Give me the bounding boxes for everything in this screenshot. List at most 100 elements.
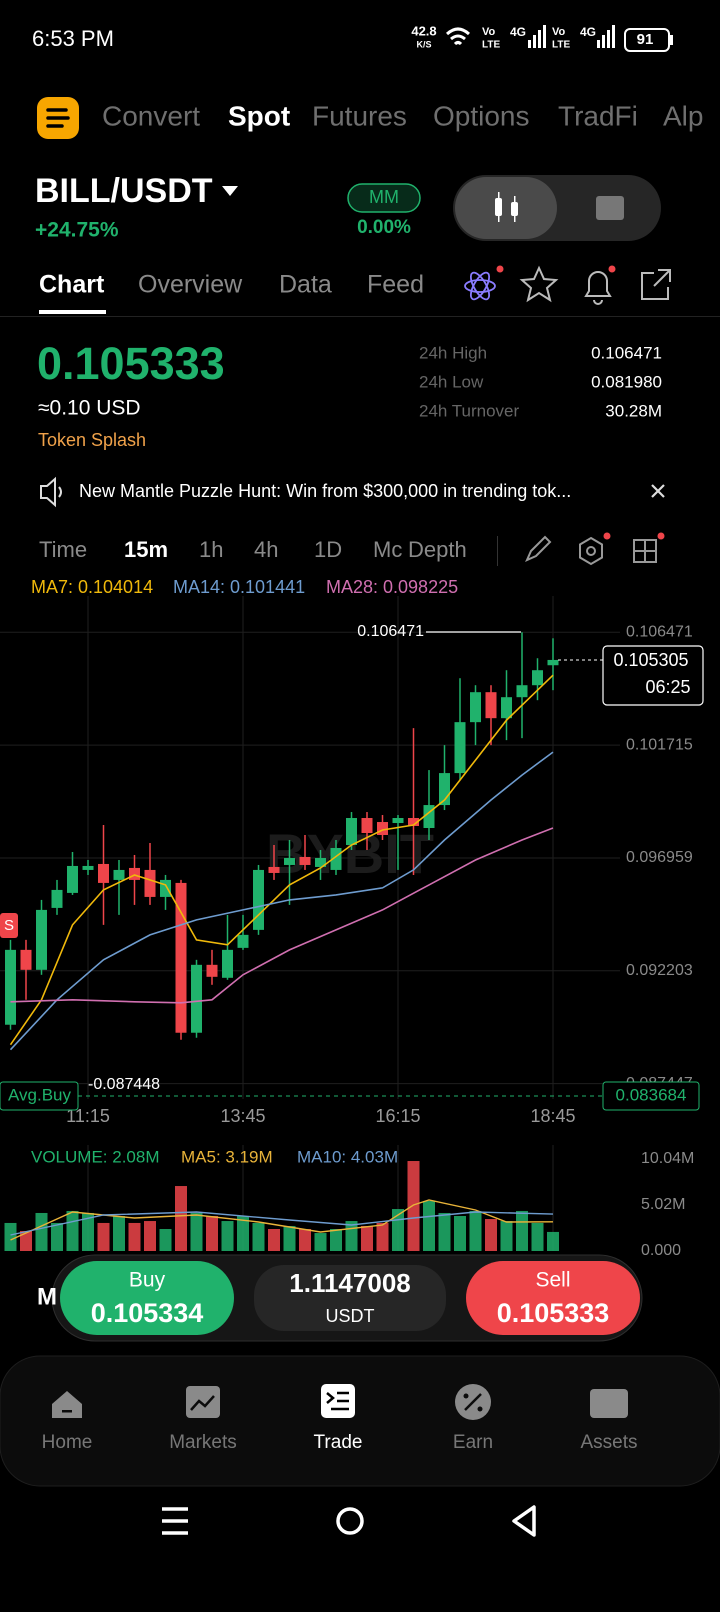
nav-label[interactable]: Home	[42, 1432, 93, 1453]
volume-bar	[423, 1200, 435, 1251]
candle-body	[454, 722, 466, 774]
interval[interactable]: 15m	[124, 537, 168, 562]
interval[interactable]: Time	[39, 537, 87, 562]
usd-price: ≈0.10 USD	[38, 397, 141, 420]
star-icon[interactable]	[519, 265, 559, 303]
y-tick-label: 0.096959	[626, 849, 693, 866]
volume-bar	[314, 1233, 327, 1251]
candle-body	[222, 949, 233, 978]
y-tick-label: 0.092203	[626, 962, 693, 979]
ma-line	[10, 827, 554, 1004]
tab-underline	[39, 310, 106, 314]
earn-icon-dot	[463, 1393, 469, 1399]
settings-hub	[586, 546, 596, 556]
candle-body	[82, 865, 94, 870]
candle-body	[237, 934, 249, 948]
sell-label[interactable]: Sell	[535, 1269, 570, 1292]
badge-value: 0.00%	[357, 217, 411, 238]
interval[interactable]: 1D	[314, 537, 342, 562]
sub-tab[interactable]: Feed	[367, 271, 424, 299]
volume-bar	[361, 1225, 373, 1251]
bottom-nav-panel	[0, 1355, 720, 1487]
badge-dot	[603, 532, 611, 540]
battery-frame	[624, 28, 670, 52]
markets-icon[interactable]	[186, 1386, 220, 1418]
speaker-icon	[40, 476, 62, 508]
layout-icon[interactable]	[633, 539, 657, 563]
back-button[interactable]	[512, 1505, 536, 1537]
badge-dot	[657, 532, 665, 540]
y-tick-label: 0.101715	[626, 736, 693, 753]
buy-price[interactable]: 0.105334	[91, 1298, 204, 1328]
sub-tab[interactable]: Chart	[39, 271, 105, 299]
interval[interactable]: Depth	[408, 537, 467, 562]
candle-body	[501, 697, 512, 719]
volume-bar	[144, 1221, 156, 1251]
buy-button[interactable]	[60, 1261, 234, 1335]
candle-body	[392, 818, 404, 824]
candle-body	[532, 670, 543, 686]
nav-label[interactable]: Trade	[314, 1432, 363, 1453]
dropdown-arrow[interactable]	[222, 186, 238, 196]
high-marker-label: 0.106471	[357, 623, 424, 640]
interval[interactable]: 4h	[254, 537, 278, 562]
candle-body	[547, 659, 559, 666]
home-button[interactable]	[336, 1507, 364, 1535]
interval[interactable]: Mc	[373, 537, 402, 562]
volume-bar	[82, 1212, 94, 1251]
bell-icon[interactable]	[584, 271, 612, 305]
top-tab[interactable]: Options	[433, 100, 530, 131]
home-icon-detail	[62, 1410, 72, 1413]
atom-icon[interactable]	[464, 270, 496, 302]
buy-label[interactable]: Buy	[129, 1269, 166, 1292]
top-tab[interactable]: Convert	[102, 100, 200, 131]
top-tab[interactable]: Futures	[312, 100, 407, 131]
sim-lte: LTE	[482, 40, 500, 51]
top-tab[interactable]: Alp	[663, 100, 703, 131]
interval[interactable]: 1h	[199, 537, 223, 562]
countdown-label: 06:25	[645, 677, 690, 697]
candle-body	[361, 818, 373, 834]
sub-tab[interactable]: Data	[279, 271, 332, 299]
candle-body	[36, 909, 47, 970]
close-icon[interactable]	[651, 484, 665, 498]
share-icon[interactable]	[641, 269, 671, 300]
candle-body	[423, 805, 435, 828]
settings-icon[interactable]	[579, 536, 603, 566]
volume-bar	[469, 1210, 482, 1251]
amount-box[interactable]	[254, 1265, 446, 1331]
nav-label[interactable]: Assets	[580, 1432, 637, 1453]
amount[interactable]: 1.1147008	[289, 1268, 410, 1298]
ma-legend: MA14: 0.101441	[173, 577, 305, 597]
sell-price[interactable]: 0.105333	[497, 1298, 610, 1328]
last-price-label: 0.105305	[613, 650, 688, 670]
menu-button[interactable]	[162, 1507, 188, 1535]
volume-bar	[206, 1215, 218, 1251]
x-tick-label: 13:45	[220, 1106, 265, 1126]
divider	[497, 536, 498, 566]
pair-symbol[interactable]: BILL/USDT	[35, 172, 213, 210]
nav-label[interactable]: Earn	[453, 1432, 493, 1453]
sell-button[interactable]	[466, 1261, 640, 1335]
candle-body	[315, 857, 326, 867]
top-tab[interactable]: Spot	[228, 100, 290, 131]
doc-icon	[596, 196, 624, 220]
toggle-active[interactable]	[455, 177, 557, 239]
ma-legend: MA7: 0.104014	[31, 577, 153, 597]
volume-bar	[190, 1212, 203, 1251]
candle-body	[253, 869, 264, 930]
volume-bar	[35, 1212, 48, 1251]
y-tick-label: 0.106471	[626, 623, 693, 640]
earn-icon-detail	[464, 1393, 482, 1411]
pencil-icon[interactable]	[525, 535, 552, 562]
nav-label[interactable]: Markets	[169, 1432, 237, 1453]
home-icon[interactable]	[52, 1391, 82, 1418]
volume-bar	[221, 1221, 234, 1251]
announcement[interactable]: New Mantle Puzzle Hunt: Win from $300,00…	[79, 481, 571, 501]
volume-tick-label: 0.000	[641, 1242, 681, 1259]
amount-unit[interactable]: USDT	[326, 1306, 375, 1326]
assets-icon[interactable]	[590, 1389, 628, 1418]
top-tab[interactable]: TradFi	[558, 100, 638, 131]
sub-tab[interactable]: Overview	[138, 271, 243, 299]
